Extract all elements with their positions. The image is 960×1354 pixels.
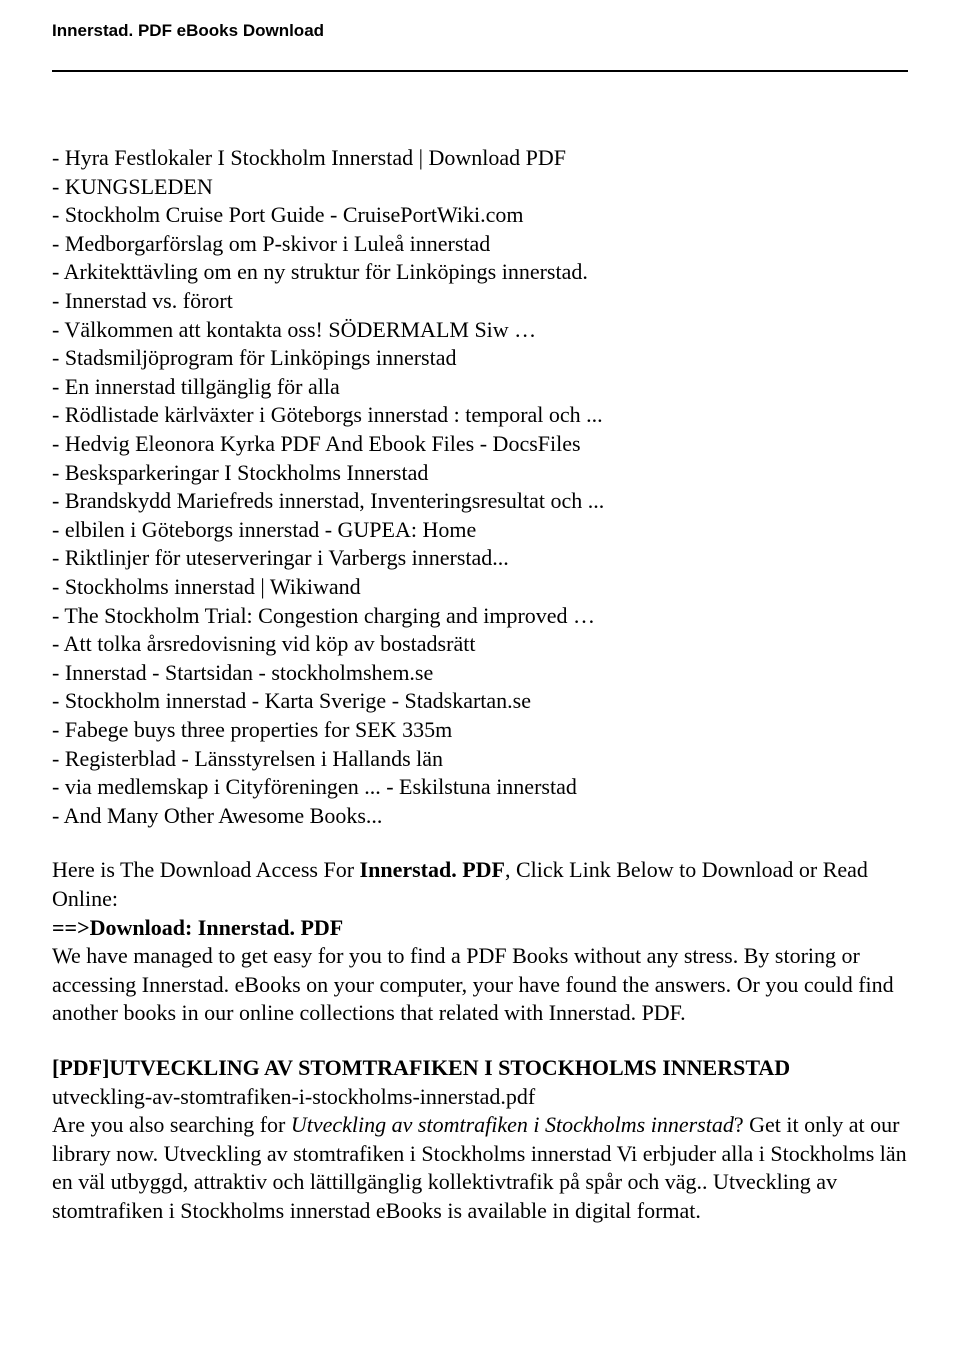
list-item: - Brandskydd Mariefreds innerstad, Inven… <box>52 487 908 516</box>
list-item: - Hyra Festlokaler I Stockholm Innerstad… <box>52 144 908 173</box>
list-item: - Fabege buys three properties for SEK 3… <box>52 716 908 745</box>
list-item: - Stadsmiljöprogram för Linköpings inner… <box>52 344 908 373</box>
document-page: Innerstad. PDF eBooks Download - Hyra Fe… <box>0 0 960 1354</box>
download-link[interactable]: Innerstad. PDF <box>198 915 343 940</box>
section-heading-text: [PDF]UTVECKLING AV STOMTRAFIKEN I STOCKH… <box>52 1055 790 1080</box>
section-body: Are you also searching for Utveckling av… <box>52 1111 908 1225</box>
section-body-italic: Utveckling av stomtrafiken i Stockholms … <box>291 1112 734 1137</box>
section-subtitle: utveckling-av-stomtrafiken-i-stockholms-… <box>52 1083 908 1112</box>
list-item: - Registerblad - Länsstyrelsen i Halland… <box>52 745 908 774</box>
list-item: - Att tolka årsredovisning vid köp av bo… <box>52 630 908 659</box>
list-item: - Arkitekttävling om en ny struktur för … <box>52 258 908 287</box>
list-item: - Välkommen att kontakta oss! SÖDERMALM … <box>52 316 908 345</box>
access-text-bold: Innerstad. PDF <box>360 857 505 882</box>
section-pdf-link[interactable]: utveckling-av-stomtrafiken-i-stockholms-… <box>52 1084 535 1109</box>
list-item: - Stockholm Cruise Port Guide - CruisePo… <box>52 201 908 230</box>
section-body-pre: Are you also searching for <box>52 1112 291 1137</box>
access-text-pre: Here is The Download Access For <box>52 857 360 882</box>
list-item: - Innerstad vs. förort <box>52 287 908 316</box>
list-item: - Rödlistade kärlväxter i Göteborgs inne… <box>52 401 908 430</box>
list-item: - The Stockholm Trial: Congestion chargi… <box>52 602 908 631</box>
section-heading: [PDF]UTVECKLING AV STOMTRAFIKEN I STOCKH… <box>52 1054 908 1083</box>
description-text: We have managed to get easy for you to f… <box>52 943 894 1025</box>
list-item: - Stockholms innerstad | Wikiwand <box>52 573 908 602</box>
page-header-title: Innerstad. PDF eBooks Download <box>52 21 324 40</box>
list-item: - En innerstad tillgänglig för alla <box>52 373 908 402</box>
list-item: - via medlemskap i Cityföreningen ... - … <box>52 773 908 802</box>
page-header: Innerstad. PDF eBooks Download <box>52 20 908 72</box>
list-item: - Riktlinjer för uteserveringar i Varber… <box>52 544 908 573</box>
result-list: - Hyra Festlokaler I Stockholm Innerstad… <box>52 144 908 830</box>
list-item: - KUNGSLEDEN <box>52 173 908 202</box>
list-item: - Medborgarförslag om P-skivor i Luleå i… <box>52 230 908 259</box>
list-item: - elbilen i Göteborgs innerstad - GUPEA:… <box>52 516 908 545</box>
list-item: - And Many Other Awesome Books... <box>52 802 908 831</box>
list-item: - Innerstad - Startsidan - stockholmshem… <box>52 659 908 688</box>
document-body: - Hyra Festlokaler I Stockholm Innerstad… <box>52 144 908 1225</box>
list-item: - Stockholm innerstad - Karta Sverige - … <box>52 687 908 716</box>
access-paragraph: Here is The Download Access For Innersta… <box>52 856 908 913</box>
description-paragraph: We have managed to get easy for you to f… <box>52 942 908 1028</box>
download-line: ==>Download: Innerstad. PDF <box>52 914 908 943</box>
download-prefix: ==>Download: <box>52 915 198 940</box>
list-item: - Besksparkeringar I Stockholms Innersta… <box>52 459 908 488</box>
list-item: - Hedvig Eleonora Kyrka PDF And Ebook Fi… <box>52 430 908 459</box>
